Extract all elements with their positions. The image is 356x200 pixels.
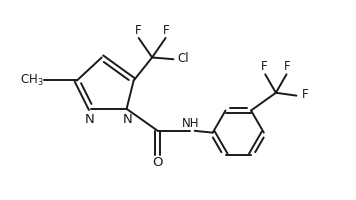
Text: F: F [284,60,290,73]
Text: F: F [302,88,309,101]
Text: F: F [261,60,268,73]
Text: CH$_3$: CH$_3$ [20,73,43,88]
Text: Cl: Cl [178,52,189,65]
Text: O: O [152,156,163,169]
Text: N: N [85,113,95,126]
Text: F: F [135,24,141,37]
Text: N: N [123,113,133,126]
Text: NH: NH [182,117,200,130]
Text: F: F [163,24,169,37]
